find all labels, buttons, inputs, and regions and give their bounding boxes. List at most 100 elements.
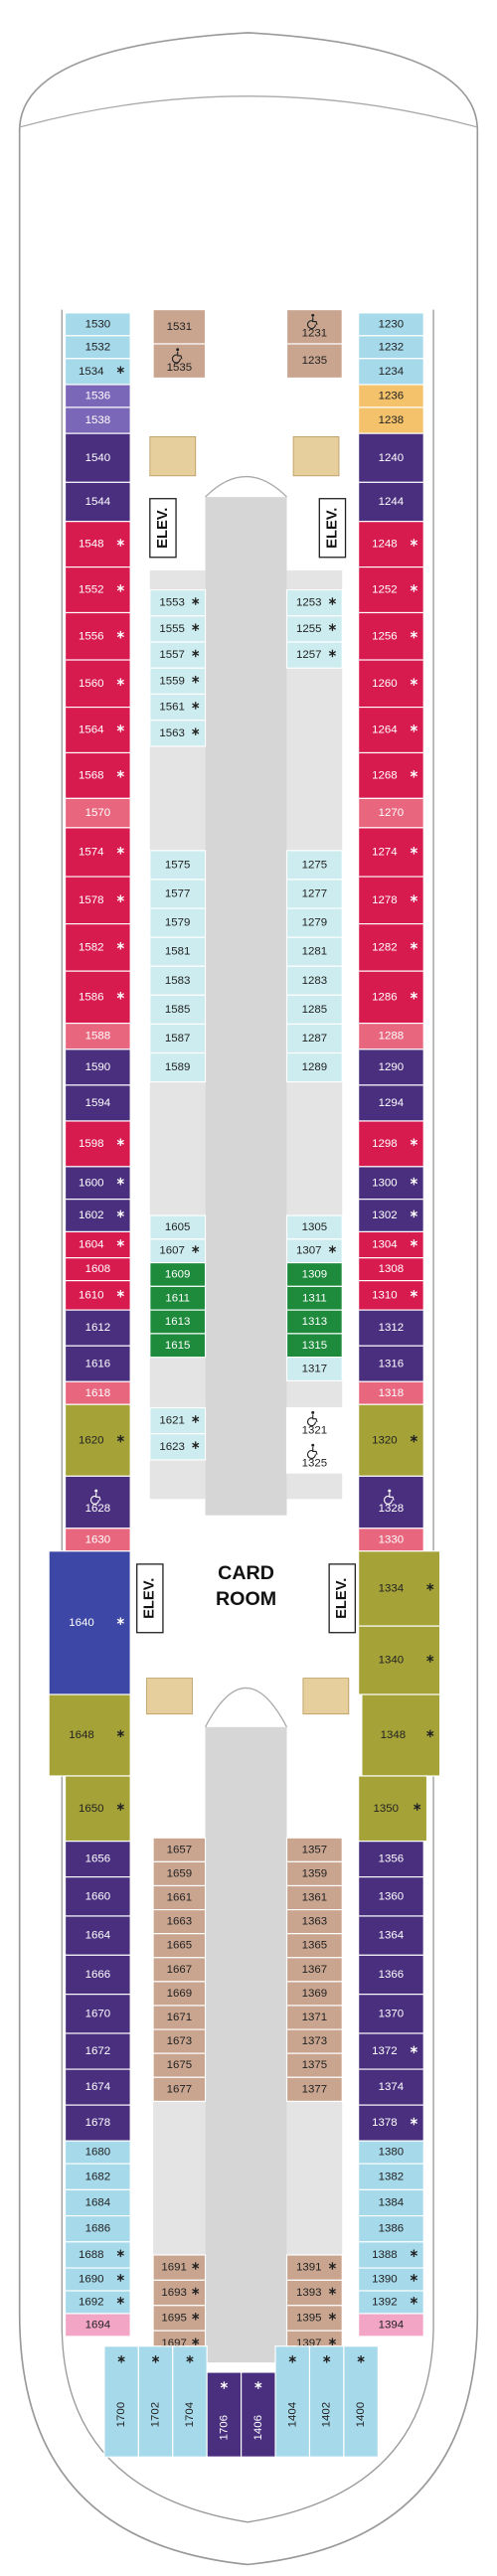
star-icon	[410, 2046, 417, 2052]
cabin-number: 1609	[165, 1269, 191, 1281]
cabin-number: 1294	[379, 1097, 405, 1109]
cabin	[285, 2028, 343, 2054]
cabin-number: 1330	[379, 1533, 405, 1545]
cabin-number: 1561	[159, 702, 185, 714]
cabin-number: 1688	[79, 2249, 104, 2261]
cabin	[65, 1403, 131, 1477]
cabin-number: 1611	[165, 1292, 190, 1304]
cabin-number: 1373	[302, 2035, 328, 2047]
cabin-number: 1598	[79, 1138, 104, 1150]
cabin-number: 1661	[167, 1892, 193, 1904]
star-icon	[410, 1139, 417, 1145]
star-icon	[116, 1179, 124, 1185]
cabin-number: 1671	[167, 2012, 193, 2023]
atrium-arc	[205, 476, 287, 498]
cabin-number: 1659	[167, 1867, 193, 1879]
card-room-label: ROOM	[216, 1588, 276, 1610]
cabin	[149, 1051, 207, 1083]
star-icon	[116, 1804, 124, 1810]
star-icon	[426, 1730, 434, 1736]
cabin	[358, 2163, 424, 2190]
accessible-icon	[89, 1493, 101, 1505]
cabin-number: 1532	[85, 341, 111, 353]
card-room-label: CARD	[218, 1562, 274, 1584]
cabin	[358, 611, 424, 661]
cabin-number: 1706	[218, 2415, 230, 2441]
cabin-number: 1298	[372, 1138, 398, 1150]
cabin-number: 1268	[372, 769, 398, 781]
cabin	[149, 667, 207, 696]
cabin-number: 1404	[286, 2401, 298, 2427]
cabin	[65, 611, 131, 661]
cabin-number: 1616	[85, 1358, 111, 1369]
cabin-number: 1630	[85, 1533, 111, 1545]
cabin	[149, 936, 207, 967]
star-icon	[414, 1804, 421, 1810]
cabin-number: 1374	[379, 2081, 405, 2093]
cabin-number: 1589	[165, 1061, 191, 1073]
cabin	[285, 1837, 343, 1862]
cabin-number: 1313	[302, 1316, 328, 1328]
cabin-number: 1290	[379, 1061, 405, 1073]
cabin-number: 1318	[379, 1387, 405, 1399]
star-icon	[410, 993, 417, 999]
star-icon	[116, 1618, 124, 1624]
star-icon	[288, 2356, 296, 2362]
star-icon	[192, 2288, 200, 2294]
cabin-number: 1360	[379, 1890, 405, 1902]
cabin-number: 1230	[379, 318, 405, 330]
cabin-number: 1557	[159, 649, 185, 661]
cabin-number: 1238	[379, 414, 405, 426]
cabin	[65, 358, 131, 386]
cabin-number: 1582	[79, 941, 104, 953]
star-icon	[116, 585, 124, 591]
cabin-number: 1382	[379, 2171, 405, 2182]
cabin-number: 1574	[79, 847, 104, 859]
cabin-number: 1365	[302, 1940, 328, 1952]
accessible-icon	[306, 1447, 318, 1459]
cabin	[358, 1023, 424, 1050]
cabin	[358, 1994, 424, 2034]
cabin-number: 1675	[167, 2059, 193, 2071]
cabin-number: 1369	[302, 1988, 328, 2000]
cabin	[65, 2032, 131, 2070]
star-icon	[116, 771, 124, 777]
cabin-number: 1392	[372, 2297, 398, 2309]
cabin	[65, 1345, 131, 1382]
cabin	[65, 1915, 131, 1956]
cabin-number: 1285	[302, 1004, 328, 1016]
cabin-number: 1386	[379, 2223, 405, 2235]
elevator-label: ELEV.	[142, 1578, 158, 1619]
star-icon	[410, 1210, 417, 1216]
cabin-number: 1363	[302, 1916, 328, 1928]
cabin-number: 1320	[372, 1434, 398, 1446]
cabin-number: 1367	[302, 1964, 328, 1976]
elevator	[149, 498, 177, 559]
cabin-number: 1553	[159, 597, 185, 609]
cabin-number: 1536	[85, 390, 111, 402]
cabin	[285, 1051, 343, 1083]
accessible-icon	[388, 1489, 392, 1493]
cabin-number: 1578	[79, 894, 104, 906]
accessible-icon	[171, 351, 183, 364]
cabin-number: 1308	[379, 1263, 405, 1275]
star-icon	[328, 2263, 337, 2269]
cabin-number: 1370	[379, 2008, 405, 2019]
elevator	[328, 1563, 357, 1634]
cabin-number: 1555	[159, 623, 185, 635]
cabin	[152, 2279, 207, 2307]
star-icon	[116, 367, 124, 373]
cabin	[65, 1994, 131, 2034]
cabin	[358, 1309, 424, 1347]
star-icon	[192, 1442, 200, 1448]
cabin-number: 1682	[85, 2171, 111, 2182]
cabin-number: 1613	[165, 1316, 191, 1328]
cabin-number: 1307	[296, 1245, 322, 1257]
cabin-number: 1371	[302, 2012, 328, 2023]
cabin	[65, 1840, 131, 1878]
cabin	[65, 1775, 131, 1843]
cabin	[358, 1915, 424, 1956]
cabin	[65, 521, 131, 568]
cabin-number: 1304	[372, 1239, 398, 1251]
